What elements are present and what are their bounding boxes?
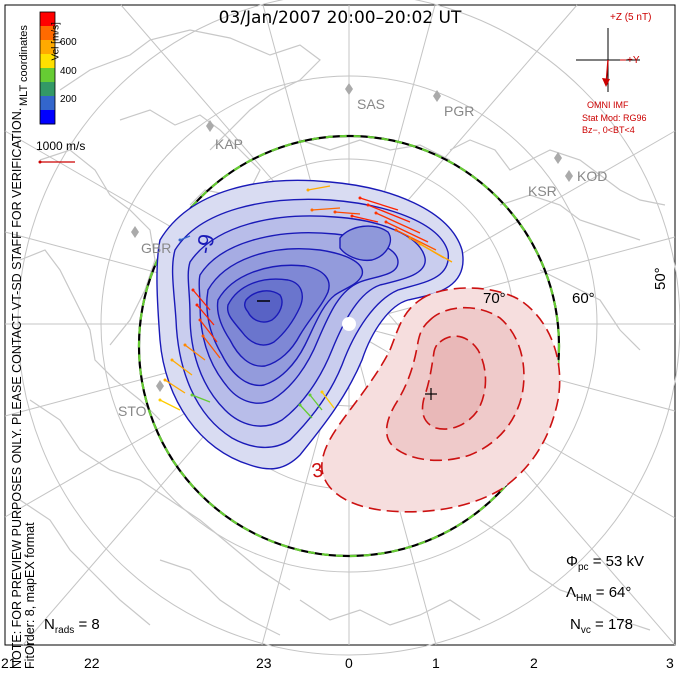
stat-phi-pc: Φpc = 53 kV (566, 553, 644, 573)
mlt-hour-2: 2 (530, 655, 538, 671)
stat-lambda-hm-sub: HM (576, 593, 592, 604)
stat-n-vc-sub: vc (580, 625, 591, 636)
vector-scale-label: 1000 m/s (36, 139, 86, 153)
station-label-sto: STO (118, 403, 147, 419)
stat-n-vc-symbol: N (570, 616, 581, 633)
stat-lambda-hm-symbol: Λ (566, 584, 577, 601)
stat-phi-pc-value: = 53 kV (592, 553, 644, 570)
stat-n-vc: Nvc = 178 (570, 616, 633, 636)
coastlines (19, 29, 666, 636)
colorbar-segment (40, 110, 55, 125)
imf-source: OMNI IMF (587, 100, 629, 110)
imf-arrowhead (602, 78, 610, 87)
mlt-hour-21: 21 (1, 655, 17, 671)
station-label-kap: KAP (215, 136, 244, 152)
hm-boundary-dashes (137, 134, 561, 558)
mlt-hour-1: 1 (432, 655, 440, 671)
stat-phi-pc-sub: pc (577, 562, 589, 573)
velocity-vectors (158, 185, 453, 419)
imf-y-label: +Y (627, 55, 640, 66)
mlt-hour-23: 23 (256, 655, 272, 671)
stat-n-vc-value: = 178 (595, 616, 633, 633)
coord-label: MLT coordinates (18, 25, 30, 106)
colorbar-segment (40, 96, 55, 111)
latitude-label-60: 60° (572, 290, 595, 307)
dawn-cell-center (425, 388, 437, 400)
vector-scale-dot (38, 160, 42, 164)
stat-phi-pc-symbol: Φ (566, 553, 578, 570)
plot-title: 03/Jan/2007 20:00–20:02 UT (218, 8, 462, 28)
station-label-kod: KOD (577, 168, 608, 184)
contour-label-negative: -9 (191, 232, 220, 256)
pole-marker (342, 317, 356, 331)
colorbar-segment (40, 68, 55, 83)
station-label-sas: SAS (357, 96, 386, 112)
mlt-hour-22: 22 (84, 655, 100, 671)
latitude-label-70: 70° (483, 290, 506, 307)
imf-scale-label: +Z (5 nT) (610, 12, 652, 23)
velocity-colorbar (40, 12, 55, 125)
colorbar-segment (40, 82, 55, 97)
stat-lambda-hm: ΛHM = 64° (566, 584, 631, 604)
negative-cell (156, 179, 464, 470)
stat-n-rads-sub: rads (54, 625, 75, 636)
colorbar-tick-600: 600 (60, 37, 77, 48)
colorbar-segment (40, 54, 55, 69)
stat-n-rads-value: = 8 (78, 616, 100, 633)
preview-note-line2: FitOrder: 8, mapEX format (23, 522, 37, 669)
imf-condition: Bz−, 0<BT<4 (582, 125, 635, 135)
preview-note: NOTE: FOR PREVIEW PURPOSES ONLY. PLEASE … (10, 19, 37, 669)
colorbar-tick-200: 200 (60, 94, 77, 105)
mlt-hour-0: 0 (345, 655, 353, 671)
plot-frame (4, 4, 676, 646)
station-label-pgr: PGR (444, 103, 475, 119)
mlt-hour-3: 3 (666, 655, 674, 671)
station-markers (131, 83, 573, 392)
station-label-ksr: KSR (528, 183, 557, 199)
colorbar-frame (39, 11, 56, 125)
station-label-gbr: GBR (141, 240, 172, 256)
positive-cell (321, 287, 561, 513)
stat-lambda-hm-value: = 64° (595, 584, 632, 601)
imf-stat-model: Stat Mod: RG96 (582, 113, 647, 123)
stat-n-rads: Nrads = 8 (44, 616, 100, 636)
stat-n-rads-symbol: N (44, 616, 55, 633)
colorbar-segment (40, 12, 55, 27)
latitude-label-50: 50° (652, 267, 669, 290)
colorbar-tick-400: 400 (60, 66, 77, 77)
colorbar-segment (40, 40, 55, 55)
colorbar-segment (40, 26, 55, 41)
